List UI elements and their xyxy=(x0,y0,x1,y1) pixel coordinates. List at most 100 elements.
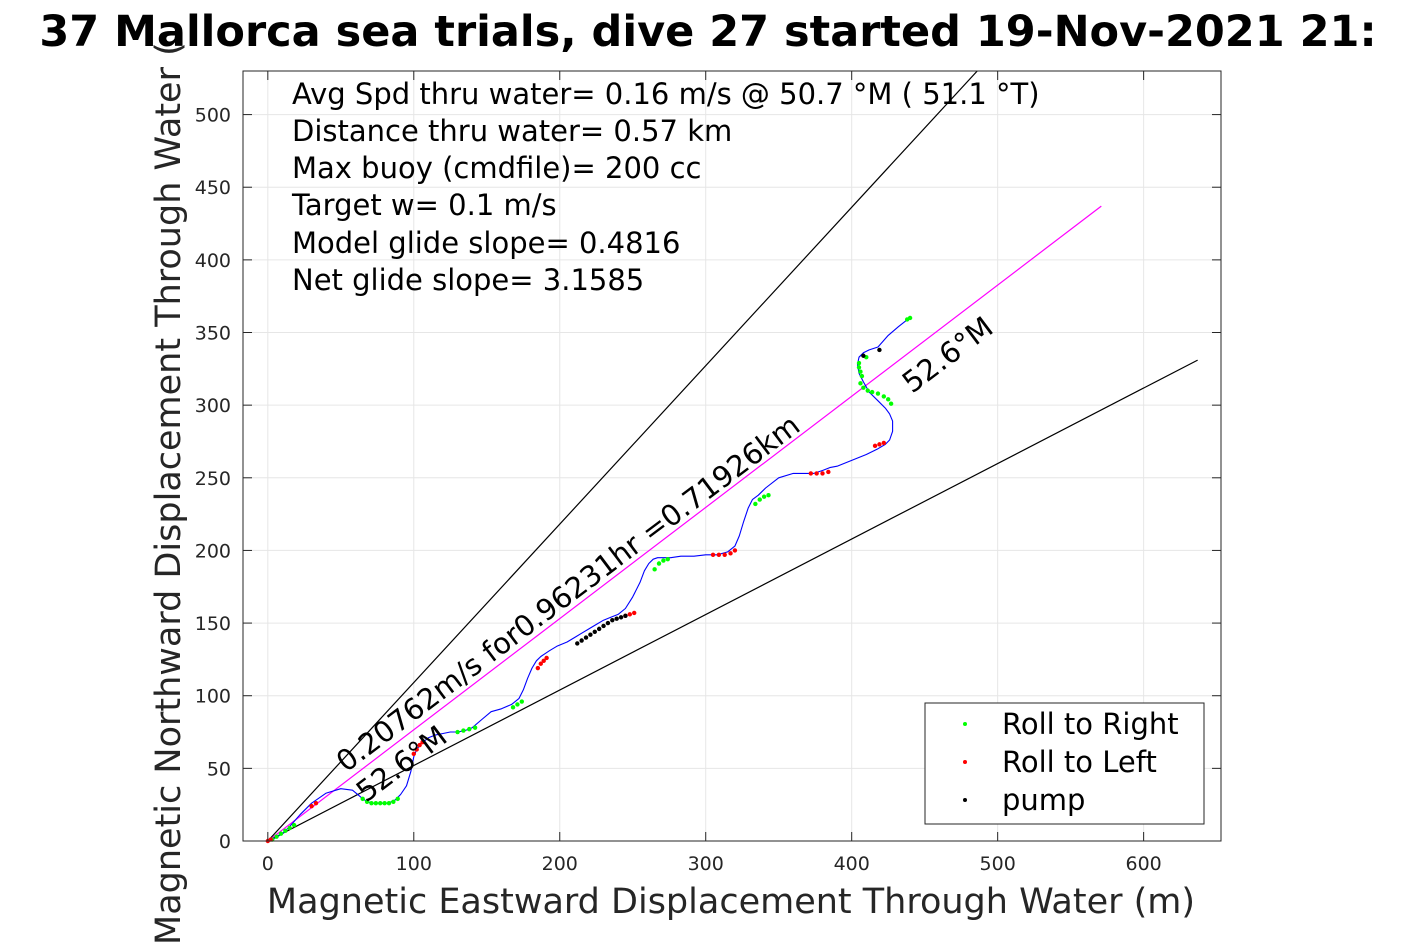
x-tick-label: 100 xyxy=(396,853,432,875)
marker-pump xyxy=(575,641,580,646)
marker-pump xyxy=(596,626,602,632)
marker-roll-to-right xyxy=(467,726,472,732)
y-tick-label: 400 xyxy=(195,250,231,272)
series-markers xyxy=(265,315,913,844)
marker-roll-to-right xyxy=(665,556,670,562)
marker-roll-to-right xyxy=(274,834,279,839)
marker-roll-to-right xyxy=(283,828,288,834)
y-tick-label: 500 xyxy=(195,105,231,127)
y-tick-label: 200 xyxy=(195,540,231,562)
marker-roll-to-right xyxy=(472,725,478,730)
marker-pump xyxy=(579,638,584,643)
chart-title: 37 Mallorca sea trials, dive 27 started … xyxy=(39,7,1376,57)
marker-roll-to-right xyxy=(515,702,520,707)
x-tick-label: 300 xyxy=(688,853,724,875)
marker-pump xyxy=(614,616,619,621)
reference-lines xyxy=(267,71,1198,841)
marker-roll-to-right xyxy=(881,394,887,399)
marker-roll-to-left xyxy=(877,442,882,447)
marker-roll-to-right xyxy=(859,373,865,379)
marker-pump xyxy=(588,632,593,637)
marker-roll-to-right xyxy=(856,360,862,366)
marker-roll-to-right xyxy=(656,561,662,566)
marker-roll-to-right xyxy=(766,493,771,498)
y-axis-label: Magnetic Northward Displacement Through … xyxy=(149,42,189,945)
legend-box xyxy=(924,702,1205,825)
marker-roll-to-right xyxy=(455,729,460,735)
dive-track xyxy=(267,317,911,841)
marker-roll-to-right xyxy=(291,822,297,828)
marker-roll-to-left xyxy=(535,665,541,671)
marker-roll-to-left xyxy=(411,751,416,757)
reference-line-lower-envelope xyxy=(267,359,1198,841)
marker-roll-to-left xyxy=(728,551,733,556)
legend-label-pump: pump xyxy=(1002,783,1085,817)
y-tick-label: 150 xyxy=(195,613,231,635)
marker-roll-to-left xyxy=(632,610,637,616)
grid xyxy=(243,71,1221,842)
x-tick-label: 400 xyxy=(834,853,870,875)
stat-net-glide-slope: Net glide slope= 3.1585 xyxy=(292,263,644,297)
marker-pump xyxy=(601,623,606,629)
marker-roll-to-left xyxy=(544,655,549,661)
marker-roll-to-left xyxy=(710,552,716,557)
reference-line-heading-line xyxy=(267,205,1102,841)
stat-model-glide-slope: Model glide slope= 0.4816 xyxy=(292,226,680,260)
marker-roll-to-right xyxy=(858,381,863,386)
marker-roll-to-right xyxy=(287,825,292,831)
stat-distance: Distance thru water= 0.57 km xyxy=(292,114,732,148)
speed-annotation: 0.20762m/s for0.96231hr =0.71926km xyxy=(330,408,806,779)
legend-marker-roll-left xyxy=(963,760,967,764)
marker-roll-to-right xyxy=(875,391,881,396)
marker-roll-to-right xyxy=(861,385,866,390)
marker-pump xyxy=(623,613,628,619)
marker-roll-to-right xyxy=(865,388,870,393)
marker-roll-to-right xyxy=(461,728,466,733)
marker-roll-to-right xyxy=(378,801,383,806)
plot-frame xyxy=(242,70,1222,842)
marker-roll-to-right xyxy=(278,831,284,836)
x-tick-label: 500 xyxy=(980,853,1016,875)
marker-roll-to-right xyxy=(391,799,396,804)
marker-roll-to-left xyxy=(420,740,425,745)
marker-pump xyxy=(583,635,589,640)
legend-marker-pump xyxy=(963,798,967,802)
marker-roll-to-left xyxy=(820,471,825,476)
y-tick-label: 250 xyxy=(195,468,231,490)
marker-roll-to-right xyxy=(382,801,387,806)
marker-roll-to-right xyxy=(369,801,374,806)
x-axis-label: Magnetic Eastward Displacement Through W… xyxy=(267,882,1195,922)
marker-roll-to-right xyxy=(661,558,666,563)
marker-roll-to-right xyxy=(395,796,400,802)
marker-pump xyxy=(618,615,624,620)
stat-avg-speed: Avg Spd thru water= 0.16 m/s @ 50.7 °M (… xyxy=(292,77,1040,111)
marker-roll-to-right xyxy=(753,501,758,507)
marker-roll-to-right xyxy=(761,494,767,499)
marker-roll-to-left xyxy=(826,469,831,475)
legend: Roll to Right Roll to Left pump xyxy=(924,702,1205,825)
marker-roll-to-right xyxy=(360,796,365,802)
tick-labels: 0 100 200 300 400 500 600 0 50 100 150 200 250 300 350… xyxy=(195,105,1162,875)
x-tick-label: 200 xyxy=(542,853,578,875)
stat-target-w: Target w= 0.1 m/s xyxy=(291,188,557,222)
y-tick-label: 350 xyxy=(195,323,231,345)
marker-roll-to-right xyxy=(869,389,875,395)
marker-roll-to-right xyxy=(907,315,913,321)
marker-roll-to-right xyxy=(373,801,379,806)
marker-roll-to-left xyxy=(417,742,422,748)
marker-roll-to-right xyxy=(386,801,392,806)
marker-roll-to-right xyxy=(858,369,863,374)
x-tick-label: 0 xyxy=(262,853,274,875)
marker-roll-to-right xyxy=(856,365,862,370)
marker-roll-to-left xyxy=(722,552,727,557)
axes-box xyxy=(242,70,1222,842)
marker-roll-to-left xyxy=(309,803,314,809)
marker-roll-to-left xyxy=(808,471,814,476)
marker-roll-to-left xyxy=(732,548,738,553)
legend-label-roll-left: Roll to Left xyxy=(1002,745,1157,779)
marker-pump xyxy=(610,617,615,623)
marker-roll-to-right xyxy=(652,567,657,572)
marker-roll-to-right xyxy=(757,497,762,502)
marker-roll-to-left xyxy=(313,801,319,806)
